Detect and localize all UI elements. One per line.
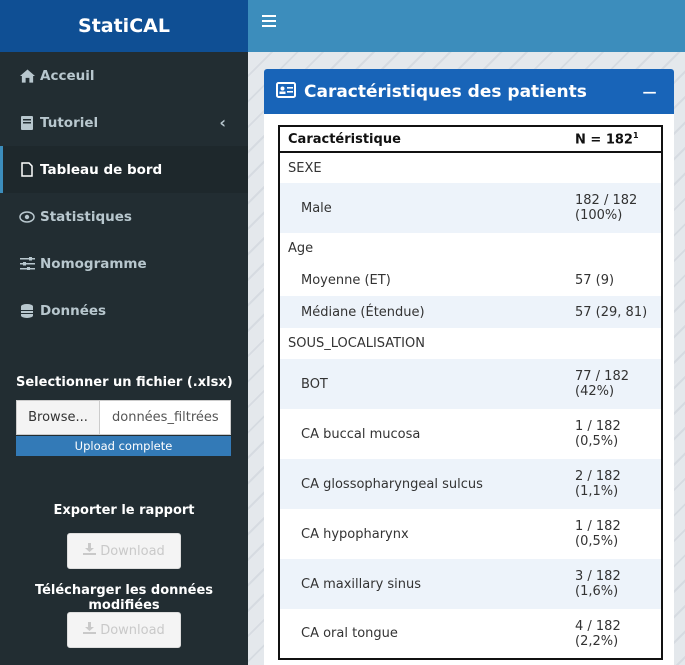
row-value: 4 / 182 (2,2%) <box>575 618 621 649</box>
home-icon <box>18 68 36 84</box>
row-label: Age <box>288 241 314 256</box>
database-icon <box>18 303 36 319</box>
export-report-button[interactable]: Download <box>67 533 181 569</box>
table-row: Male 182 / 182 (100%) <box>279 183 662 233</box>
table-row: BOT 77 / 182 (42%) <box>279 359 662 409</box>
download-label: Download <box>100 622 165 638</box>
sidebar-toggle-icon[interactable] <box>262 15 276 29</box>
row-value: 57 (29, 81) <box>567 296 662 328</box>
row-value <box>567 233 662 264</box>
table-row: CA oral tongue 4 / 182 (2,2%) <box>279 609 662 659</box>
export-report-label: Exporter le rapport <box>53 503 195 518</box>
table-row: CA buccal mucosa 1 / 182 (0,5%) <box>279 409 662 459</box>
id-card-icon <box>276 81 296 102</box>
row-value: 57 (9) <box>575 272 615 288</box>
collapse-icon[interactable]: − <box>641 80 658 104</box>
table-row: SEXE <box>279 152 662 183</box>
patients-table-wrapper: Caractéristique N = 1821 SEXE Male 182 /… <box>278 125 663 660</box>
sidebar-item-label: Tutoriel <box>40 114 99 131</box>
sidebar-item-label: Données <box>40 302 107 319</box>
row-label: CA maxillary sinus <box>279 559 567 609</box>
upload-progress-bar: Upload complete <box>16 436 231 456</box>
sidebar-item-label: Acceuil <box>40 67 95 84</box>
row-value <box>567 328 662 359</box>
table-row: SOUS_LOCALISATION <box>279 328 662 359</box>
row-label: CA hypopharynx <box>301 526 409 542</box>
sidebar-item-label: Statistiques <box>40 208 132 225</box>
sidebar-item-label: Nomogramme <box>40 255 147 272</box>
sidebar-item-nomogramme[interactable]: Nomogramme <box>0 240 248 287</box>
table-row: Moyenne (ET) 57 (9) <box>279 264 662 296</box>
patients-box: Caractéristiques des patients − Caractér… <box>264 69 674 665</box>
row-label: Médiane (Étendue) <box>279 296 567 328</box>
row-value: 2 / 182 (1,1%) <box>567 459 662 509</box>
header-n: N = 1821 <box>567 126 662 153</box>
browse-button[interactable]: Browse... <box>16 400 100 435</box>
sidebar-item-donnees[interactable]: Données <box>0 287 248 334</box>
download-label: Download <box>100 543 165 559</box>
row-value <box>567 152 662 183</box>
sidebar-menu: Acceuil Tutoriel ‹ Tableau de bord Stati… <box>0 52 248 334</box>
row-label: Male <box>279 183 567 233</box>
row-value: 1 / 182 (0,5%) <box>575 519 621 549</box>
table-header-row: Caractéristique N = 1821 <box>279 126 662 153</box>
patients-table: Caractéristique N = 1821 SEXE Male 182 /… <box>278 125 663 660</box>
row-label: SEXE <box>288 160 322 176</box>
download-data-label: Télécharger les données modifiées <box>34 583 214 613</box>
file-input-label: Selectionner un fichier (.xlsx) <box>16 375 233 390</box>
header-characteristic: Caractéristique <box>279 126 567 153</box>
row-value: 77 / 182 (42%) <box>567 359 662 409</box>
table-row: Médiane (Étendue) 57 (29, 81) <box>279 296 662 328</box>
sliders-icon <box>18 256 36 272</box>
row-label: CA oral tongue <box>301 626 398 641</box>
app-logo[interactable]: StatiCAL <box>0 0 248 52</box>
sidebar-item-statistiques[interactable]: Statistiques <box>0 193 248 240</box>
row-label: CA glossopharyngeal sulcus <box>279 459 567 509</box>
row-label: Moyenne (ET) <box>301 272 391 288</box>
row-value: 182 / 182 (100%) <box>567 183 662 233</box>
file-input: Browse... données_filtrées <box>16 400 231 435</box>
row-label: BOT <box>279 359 567 409</box>
row-value: 1 / 182 (0,5%) <box>575 419 621 449</box>
chevron-left-icon[interactable]: ‹ <box>219 113 226 132</box>
top-navbar <box>248 0 685 52</box>
download-icon <box>83 543 97 559</box>
row-label: CA buccal mucosa <box>301 426 421 442</box>
eye-icon <box>18 209 36 225</box>
table-row: CA glossopharyngeal sulcus 2 / 182 (1,1%… <box>279 459 662 509</box>
book-icon <box>18 115 36 131</box>
sidebar-item-label: Tableau de bord <box>40 161 163 178</box>
file-name-field[interactable]: données_filtrées <box>100 400 231 435</box>
sidebar-item-tableau-de-bord[interactable]: Tableau de bord <box>0 146 248 193</box>
file-icon <box>18 162 36 178</box>
sidebar-item-acceuil[interactable]: Acceuil <box>0 52 248 99</box>
row-label: SOUS_LOCALISATION <box>288 336 425 351</box>
table-row: Age <box>279 233 662 264</box>
download-data-button[interactable]: Download <box>67 612 181 648</box>
table-row: CA maxillary sinus 3 / 182 (1,6%) <box>279 559 662 609</box>
box-title: Caractéristiques des patients <box>304 81 587 102</box>
row-value: 3 / 182 (1,6%) <box>567 559 662 609</box>
download-icon <box>83 622 97 638</box>
box-header: Caractéristiques des patients − <box>264 69 674 114</box>
table-row: CA hypopharynx 1 / 182 (0,5%) <box>279 509 662 559</box>
sidebar: StatiCAL Acceuil Tutoriel ‹ Tableau de b… <box>0 0 248 665</box>
sidebar-item-tutoriel[interactable]: Tutoriel ‹ <box>0 99 248 146</box>
